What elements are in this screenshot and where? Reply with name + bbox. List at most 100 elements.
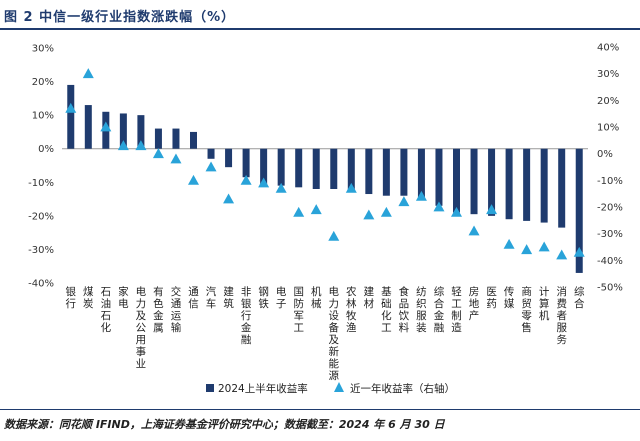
bar — [207, 148, 215, 159]
triangle-marker — [486, 204, 498, 215]
right-tick-label: 30% — [597, 69, 619, 80]
bar — [312, 148, 320, 189]
right-tick-label: -20% — [597, 203, 623, 214]
bar — [505, 148, 513, 220]
triangle-marker — [538, 241, 550, 252]
source-note: 数据来源：同花顺 IFIND，上海证券基金评价研究中心；数据截至：2024 年 … — [4, 418, 445, 431]
right-tick-label: -50% — [597, 283, 623, 294]
bar — [575, 148, 583, 273]
triangle-marker — [521, 244, 533, 255]
category-labels: 银行煤炭石油石化家电电力及公用事业有色金属交通运输通信汽车建筑非银行金融钢铁电子… — [66, 285, 585, 382]
triangle-marker — [152, 148, 164, 159]
left-tick-label: -40% — [28, 279, 54, 290]
triangle-marker — [188, 174, 199, 185]
bar — [154, 128, 162, 149]
category-label: 通信 — [188, 286, 199, 310]
category-label: 计算机 — [539, 285, 550, 322]
left-tick-label: -30% — [28, 245, 54, 256]
category-label: 建材 — [364, 285, 375, 310]
left-tick-label: 10% — [32, 111, 54, 122]
title-divider — [0, 28, 640, 30]
bar — [172, 128, 180, 149]
footer-divider — [0, 409, 640, 410]
triangle-marker — [556, 249, 568, 260]
category-label: 消费者服务 — [556, 285, 567, 346]
triangle-marker — [503, 238, 515, 249]
left-tick-label: -10% — [28, 178, 54, 189]
category-label: 医药 — [486, 286, 497, 310]
category-label: 汽车 — [206, 285, 217, 310]
category-label: 非银行金融 — [241, 286, 252, 346]
category-label: 石油石化 — [101, 286, 112, 334]
legend: 2024上半年收益率 近一年收益率（右轴） — [206, 382, 455, 395]
right-tick-label: -30% — [597, 229, 623, 240]
category-label: 纺织服装 — [416, 285, 427, 334]
category-label: 传媒 — [504, 286, 515, 310]
category-label: 有色金属 — [153, 285, 164, 334]
bar — [470, 148, 478, 215]
category-label: 食品饮料 — [399, 285, 410, 334]
category-label: 农林牧渔 — [346, 285, 357, 334]
legend-bar-swatch — [206, 384, 214, 392]
triangle-marker — [451, 206, 462, 217]
bar — [435, 148, 443, 206]
left-tick-label: 0% — [38, 144, 54, 155]
bar — [225, 148, 233, 168]
triangle-marker — [275, 182, 287, 193]
triangle-marker — [380, 206, 392, 217]
bar — [347, 148, 355, 191]
bar — [453, 148, 460, 213]
bar — [488, 148, 496, 216]
left-tick-label: 30% — [32, 44, 54, 55]
triangle-marker — [100, 121, 112, 132]
category-label: 机械 — [311, 285, 322, 310]
bar — [558, 148, 566, 228]
category-label: 建筑 — [223, 285, 234, 310]
category-label: 银行 — [66, 285, 77, 310]
left-tick-label: -20% — [28, 211, 54, 222]
right-tick-label: 20% — [597, 96, 619, 107]
chart: 30% 20% 10% 0% -10% -20% -30% -40% 40% 30% 20% 10%… — [28, 43, 623, 396]
category-label: 轻工制造 — [451, 285, 462, 334]
right-tick-label: 0% — [597, 149, 613, 160]
bar — [137, 115, 145, 149]
bar — [400, 148, 408, 196]
triangle-marker — [345, 182, 357, 193]
bar — [365, 148, 373, 195]
category-label: 电力设备及新能源 — [329, 285, 340, 382]
category-label: 综合 — [574, 285, 585, 310]
bar — [119, 113, 127, 149]
triangle-marker — [398, 196, 410, 207]
right-tick-label: -40% — [597, 256, 623, 267]
category-label: 房地产 — [469, 285, 480, 322]
category-label: 煤炭 — [83, 285, 94, 310]
chart-title: 图 2 中信一级行业指数涨跌幅（%） — [4, 10, 236, 25]
category-label: 钢铁 — [258, 285, 269, 310]
right-tick-label: -10% — [597, 176, 623, 187]
triangle-marker — [65, 102, 77, 113]
category-label: 商贸零售 — [521, 285, 532, 334]
legend-triangle-swatch — [334, 382, 344, 392]
bar — [84, 105, 92, 149]
left-y-axis: 30% 20% 10% 0% -10% -20% -30% -40% — [28, 44, 54, 290]
triangle-marker — [258, 177, 270, 188]
category-label: 基础化工 — [381, 285, 392, 334]
bar — [523, 148, 531, 221]
bar — [260, 148, 268, 184]
bar — [277, 148, 285, 186]
bar — [295, 148, 303, 188]
category-label: 综合金融 — [434, 285, 445, 334]
legend-triangle-label: 近一年收益率（右轴） — [350, 382, 455, 395]
category-label: 电子 — [276, 285, 287, 310]
bar-series — [67, 84, 583, 273]
triangle-marker — [573, 246, 585, 257]
triangle-marker — [240, 174, 252, 185]
category-label: 家电 — [118, 285, 129, 310]
bar — [417, 148, 425, 198]
triangle-marker — [117, 140, 129, 151]
triangle-series — [65, 68, 585, 260]
right-tick-label: 40% — [597, 43, 619, 54]
triangle-marker — [468, 225, 480, 236]
triangle-marker — [205, 161, 217, 172]
triangle-marker — [82, 68, 94, 79]
